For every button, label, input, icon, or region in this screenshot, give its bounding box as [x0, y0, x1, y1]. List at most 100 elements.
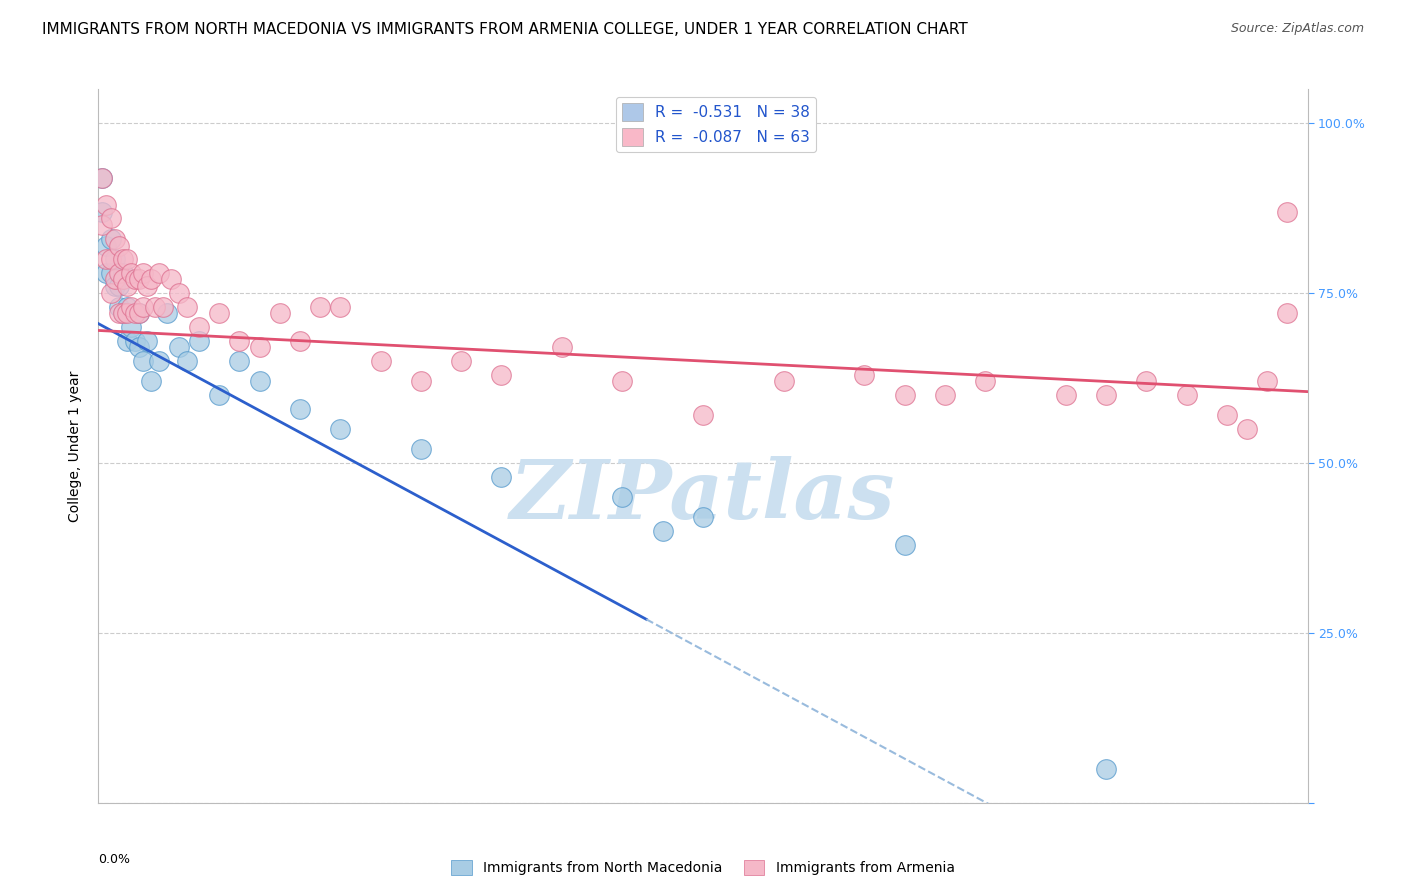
- Point: [124, 272, 146, 286]
- Point: [491, 368, 513, 382]
- Legend: Immigrants from North Macedonia, Immigrants from Armenia: Immigrants from North Macedonia, Immigra…: [446, 855, 960, 880]
- Point: [269, 306, 291, 320]
- Point: [853, 368, 876, 382]
- Point: [167, 286, 190, 301]
- Point: [91, 170, 114, 185]
- Point: [893, 537, 915, 551]
- Point: [132, 354, 155, 368]
- Point: [1277, 306, 1299, 320]
- Point: [288, 401, 311, 416]
- Point: [148, 266, 170, 280]
- Text: ZIPatlas: ZIPatlas: [510, 456, 896, 536]
- Point: [329, 422, 352, 436]
- Point: [893, 388, 915, 402]
- Point: [96, 266, 118, 280]
- Point: [115, 279, 138, 293]
- Point: [1175, 388, 1198, 402]
- Point: [120, 320, 142, 334]
- Point: [156, 306, 179, 320]
- Point: [188, 334, 211, 348]
- Point: [612, 375, 634, 389]
- Point: [107, 279, 129, 293]
- Point: [176, 300, 198, 314]
- Point: [103, 279, 125, 293]
- Point: [551, 341, 574, 355]
- Point: [96, 238, 118, 252]
- Point: [107, 238, 129, 252]
- Point: [128, 306, 150, 320]
- Point: [100, 252, 122, 266]
- Point: [124, 306, 146, 320]
- Point: [409, 375, 432, 389]
- Point: [228, 334, 250, 348]
- Point: [176, 354, 198, 368]
- Point: [329, 300, 352, 314]
- Y-axis label: College, Under 1 year: College, Under 1 year: [69, 370, 83, 522]
- Point: [228, 354, 250, 368]
- Point: [100, 211, 122, 226]
- Point: [692, 510, 714, 524]
- Point: [107, 300, 129, 314]
- Point: [370, 354, 392, 368]
- Point: [103, 252, 125, 266]
- Point: [111, 252, 134, 266]
- Point: [135, 334, 157, 348]
- Point: [96, 198, 118, 212]
- Point: [934, 388, 956, 402]
- Point: [120, 266, 142, 280]
- Point: [167, 341, 190, 355]
- Point: [107, 306, 129, 320]
- Point: [115, 334, 138, 348]
- Point: [409, 442, 432, 457]
- Text: 0.0%: 0.0%: [98, 853, 131, 866]
- Point: [111, 306, 134, 320]
- Point: [128, 341, 150, 355]
- Point: [120, 300, 142, 314]
- Point: [1135, 375, 1157, 389]
- Point: [107, 266, 129, 280]
- Point: [103, 272, 125, 286]
- Point: [115, 252, 138, 266]
- Point: [1216, 409, 1239, 423]
- Text: Source: ZipAtlas.com: Source: ZipAtlas.com: [1230, 22, 1364, 36]
- Point: [128, 306, 150, 320]
- Point: [1095, 762, 1118, 776]
- Point: [100, 286, 122, 301]
- Point: [772, 375, 794, 389]
- Point: [1236, 422, 1258, 436]
- Point: [139, 272, 162, 286]
- Point: [974, 375, 997, 389]
- Point: [1277, 204, 1299, 219]
- Point: [103, 232, 125, 246]
- Point: [115, 300, 138, 314]
- Point: [692, 409, 714, 423]
- Point: [96, 252, 118, 266]
- Point: [91, 218, 114, 232]
- Point: [132, 300, 155, 314]
- Legend: R =  -0.531   N = 38, R =  -0.087   N = 63: R = -0.531 N = 38, R = -0.087 N = 63: [616, 97, 817, 152]
- Point: [491, 469, 513, 483]
- Point: [249, 341, 271, 355]
- Point: [143, 300, 166, 314]
- Point: [651, 524, 673, 538]
- Point: [91, 204, 114, 219]
- Point: [132, 266, 155, 280]
- Point: [135, 279, 157, 293]
- Point: [111, 266, 134, 280]
- Point: [208, 388, 231, 402]
- Point: [249, 375, 271, 389]
- Point: [128, 272, 150, 286]
- Point: [450, 354, 472, 368]
- Point: [288, 334, 311, 348]
- Point: [91, 170, 114, 185]
- Point: [208, 306, 231, 320]
- Point: [111, 272, 134, 286]
- Point: [139, 375, 162, 389]
- Point: [1256, 375, 1278, 389]
- Point: [1054, 388, 1077, 402]
- Point: [111, 306, 134, 320]
- Point: [148, 354, 170, 368]
- Point: [1095, 388, 1118, 402]
- Point: [188, 320, 211, 334]
- Point: [100, 232, 122, 246]
